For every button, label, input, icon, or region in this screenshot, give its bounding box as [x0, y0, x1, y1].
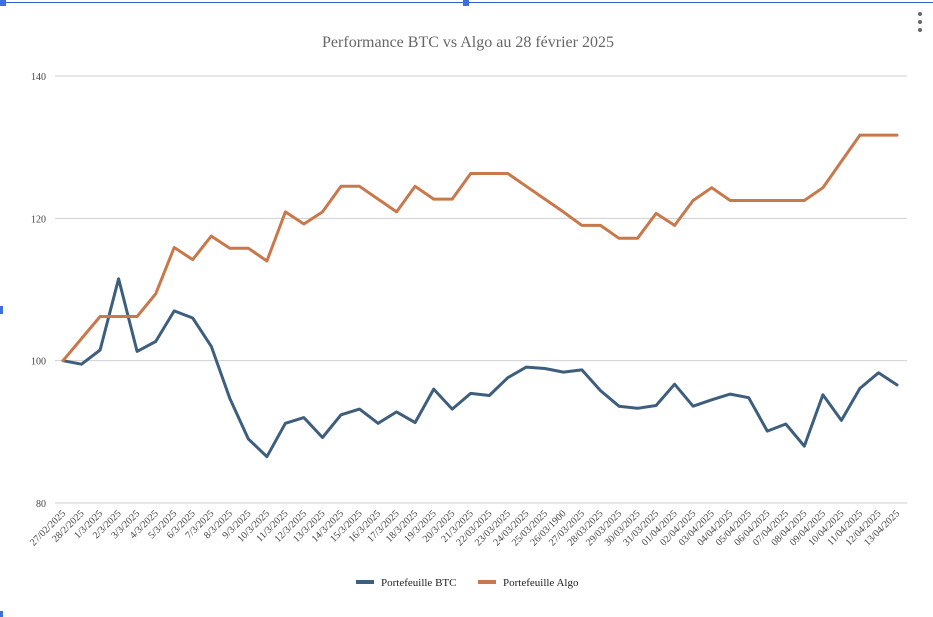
series-line-btc	[61, 277, 899, 459]
y-tick-label: 120	[31, 214, 46, 225]
y-tick-label: 80	[36, 499, 46, 510]
y-axis-ticks: 80 100 120 140	[31, 72, 46, 510]
series-lines	[61, 133, 899, 459]
y-tick-label: 140	[31, 72, 46, 83]
chart-title: Performance BTC vs Algo au 28 février 20…	[322, 34, 614, 51]
resize-handle-top-center[interactable]	[463, 0, 469, 6]
legend-label: Portefeuille Algo	[503, 577, 579, 589]
gridlines	[55, 75, 907, 504]
resize-handle-bottom-left[interactable]	[0, 611, 3, 617]
resize-handle-left-center[interactable]	[0, 306, 3, 314]
legend-label: Portefeuille BTC	[381, 577, 456, 589]
resize-handle-top-left[interactable]	[0, 0, 6, 6]
more-options-icon[interactable]	[917, 12, 923, 34]
series-line-algo	[61, 133, 899, 363]
x-axis-ticks: 27/02/202528/2/20251/3/20252/3/20253/3/2…	[28, 508, 902, 548]
legend: Portefeuille BTC Portefeuille Algo	[356, 577, 579, 589]
y-tick-label: 100	[31, 357, 46, 368]
